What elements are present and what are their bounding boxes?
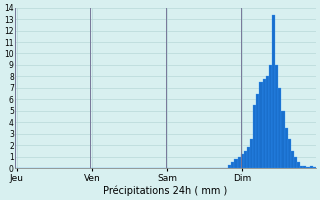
Bar	[241, 154, 244, 168]
Bar	[269, 65, 272, 168]
Bar	[260, 82, 263, 168]
Bar	[284, 128, 288, 168]
Bar	[235, 159, 237, 168]
Bar	[281, 111, 284, 168]
Bar	[247, 147, 250, 168]
Bar	[291, 151, 294, 168]
Bar	[228, 165, 231, 168]
Bar	[237, 157, 241, 168]
Bar	[275, 65, 278, 168]
Bar	[294, 157, 297, 168]
Bar	[307, 167, 309, 168]
Bar	[244, 151, 247, 168]
Bar	[309, 166, 313, 168]
Bar	[272, 15, 275, 168]
Bar	[288, 139, 291, 168]
Bar	[253, 105, 256, 168]
Bar	[266, 76, 269, 168]
X-axis label: Précipitations 24h ( mm ): Précipitations 24h ( mm )	[103, 185, 228, 196]
Bar	[297, 162, 300, 168]
Bar	[300, 166, 303, 168]
Bar	[231, 162, 235, 168]
Bar	[278, 88, 281, 168]
Bar	[250, 139, 253, 168]
Bar	[313, 167, 316, 168]
Bar	[263, 79, 266, 168]
Bar	[256, 94, 260, 168]
Bar	[303, 166, 307, 168]
